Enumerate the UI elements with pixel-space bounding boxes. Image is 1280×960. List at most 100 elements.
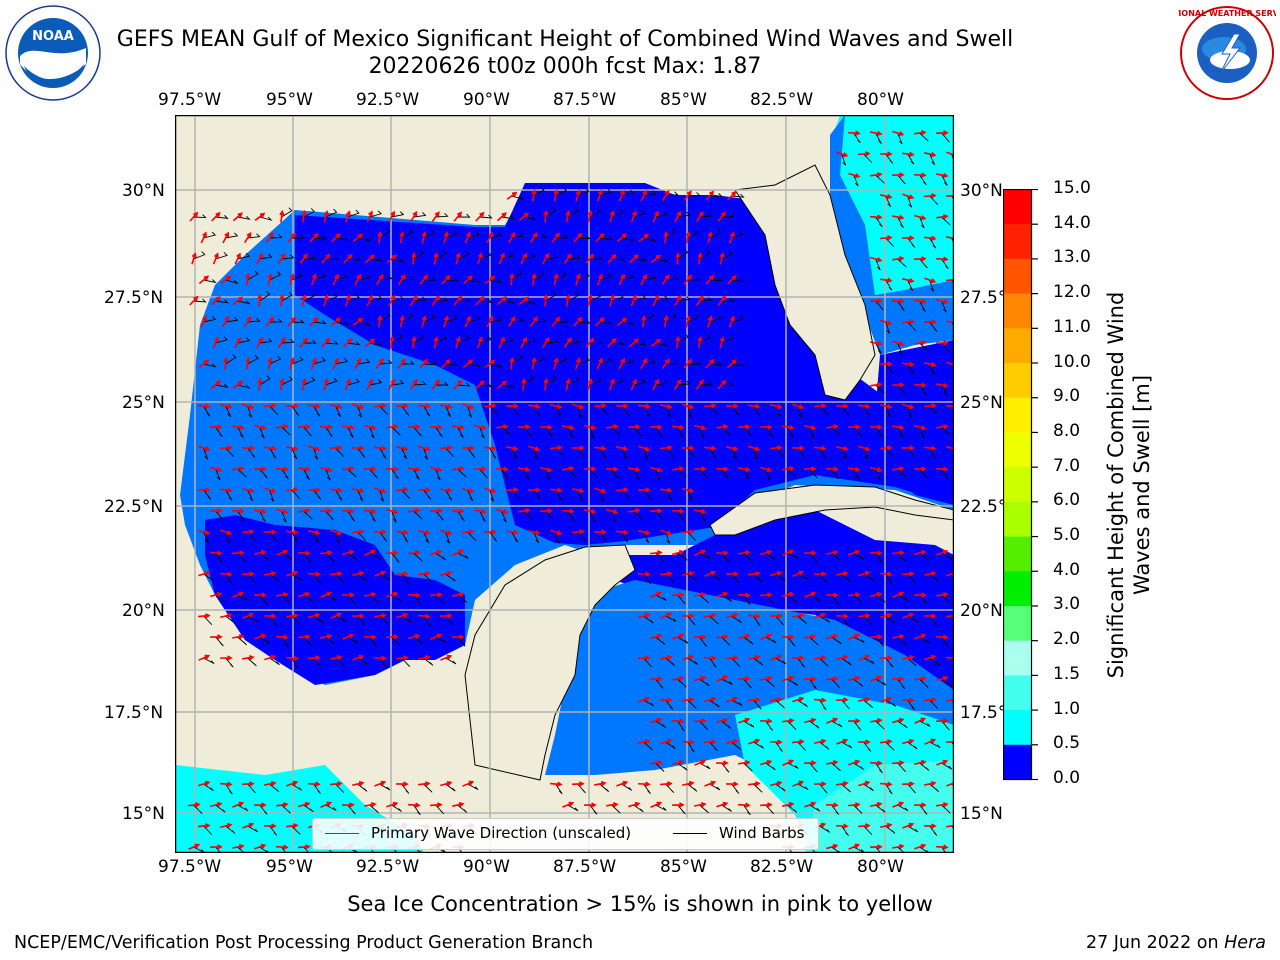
wave-arrow bbox=[770, 780, 783, 787]
wind-barb bbox=[907, 573, 916, 584]
wave-arrow bbox=[518, 466, 531, 472]
wave-arrow bbox=[628, 424, 641, 430]
wave-arrow bbox=[814, 571, 827, 577]
wave-arrow bbox=[289, 273, 295, 286]
wind-barb bbox=[401, 447, 408, 460]
wave-arrow bbox=[616, 233, 628, 243]
wave-arrow bbox=[198, 823, 211, 829]
wave-arrow bbox=[792, 780, 805, 787]
wave-arrow bbox=[924, 823, 937, 829]
wave-arrow bbox=[870, 298, 883, 304]
wind-barb bbox=[325, 377, 338, 386]
wave-arrow bbox=[232, 424, 245, 430]
wave-arrow bbox=[276, 634, 289, 640]
wave-arrow bbox=[902, 612, 915, 619]
wind-barb bbox=[599, 188, 612, 197]
wave-arrow bbox=[738, 676, 751, 682]
wave-arrow bbox=[892, 424, 905, 430]
colorbar-block bbox=[1003, 432, 1032, 468]
wave-arrow bbox=[902, 193, 915, 200]
wave-arrow bbox=[496, 508, 509, 515]
caribbean-wave-band-1-5-2-0 bbox=[805, 760, 954, 853]
wind-barb bbox=[885, 783, 893, 795]
wind-barb bbox=[721, 720, 732, 729]
wave-arrow bbox=[430, 549, 443, 556]
wind-barb bbox=[215, 426, 223, 438]
wave-arrow bbox=[880, 822, 893, 829]
wind-barb bbox=[941, 720, 950, 731]
wind-barb bbox=[721, 804, 732, 812]
lat-tick-left-30: 30°N bbox=[122, 181, 165, 201]
wind-barb bbox=[247, 825, 259, 833]
wave-arrow bbox=[892, 591, 905, 598]
wind-barb bbox=[841, 699, 850, 710]
wind-barb bbox=[699, 552, 711, 560]
wave-arrow bbox=[695, 295, 704, 306]
wave-arrow bbox=[726, 738, 739, 745]
wave-arrow bbox=[531, 188, 537, 202]
wave-arrow bbox=[717, 211, 726, 222]
wind-barb bbox=[567, 468, 577, 478]
wave-arrow bbox=[606, 466, 619, 472]
wave-arrow bbox=[902, 277, 915, 284]
wind-barb bbox=[291, 235, 305, 239]
wave-arrow bbox=[242, 445, 255, 451]
wave-arrow bbox=[497, 212, 507, 222]
wind-barb bbox=[743, 720, 755, 728]
wave-arrow bbox=[652, 294, 659, 307]
wave-arrow bbox=[396, 487, 409, 493]
wave-arrow bbox=[309, 232, 319, 243]
wind-barb bbox=[215, 336, 229, 344]
wind-barb bbox=[269, 318, 283, 323]
wind-barb bbox=[929, 699, 939, 709]
wind-barb bbox=[709, 573, 721, 581]
wind-barb bbox=[743, 804, 751, 816]
wind-barb bbox=[347, 552, 358, 561]
wind-barb bbox=[269, 573, 280, 583]
wind-barb bbox=[533, 447, 539, 460]
wind-barb bbox=[379, 573, 391, 581]
legend-wave-direction: Primary Wave Direction (unscaled) bbox=[325, 824, 631, 842]
wind-barb bbox=[533, 233, 547, 239]
wind-barb bbox=[875, 678, 887, 686]
wave-arrow bbox=[277, 252, 286, 265]
wave-arrow bbox=[672, 549, 685, 556]
wave-arrow bbox=[232, 591, 245, 598]
wind-barb bbox=[677, 333, 689, 344]
wave-arrow bbox=[748, 738, 761, 745]
wind-barb bbox=[687, 276, 701, 281]
wind-barb bbox=[215, 594, 226, 603]
wind-barb bbox=[709, 361, 723, 366]
wind-barb bbox=[611, 468, 619, 480]
wave-arrow bbox=[396, 403, 409, 409]
lon-tick-top-92-5: 92.5°W bbox=[356, 90, 420, 110]
wind-barb bbox=[259, 552, 270, 561]
wave-arrow bbox=[738, 424, 751, 430]
wind-barb bbox=[589, 426, 595, 439]
wave-arrow bbox=[264, 613, 277, 619]
wind-barb bbox=[457, 213, 471, 218]
wind-barb bbox=[347, 426, 354, 438]
wave-arrow bbox=[529, 232, 538, 244]
wave-arrow bbox=[531, 272, 537, 286]
wave-arrow bbox=[914, 592, 927, 598]
lon-tick-bottom-80: 80°W bbox=[857, 857, 904, 877]
wind-barb bbox=[853, 552, 864, 560]
wave-arrow bbox=[936, 759, 949, 766]
wind-barb bbox=[225, 316, 239, 323]
wind-barb bbox=[379, 657, 387, 669]
wave-arrow bbox=[364, 634, 377, 640]
wave-arrow bbox=[286, 445, 299, 452]
wave-arrow bbox=[814, 403, 827, 409]
wave-arrow bbox=[279, 209, 285, 223]
wind-barb bbox=[687, 447, 696, 458]
wave-arrow bbox=[661, 274, 670, 286]
wave-arrow bbox=[924, 151, 937, 158]
cuba-land bbox=[709, 484, 954, 536]
wave-arrow bbox=[496, 424, 509, 430]
wave-arrow bbox=[880, 319, 893, 326]
wave-arrow bbox=[629, 254, 639, 264]
wave-arrow bbox=[870, 340, 883, 346]
wave-arrow bbox=[804, 717, 817, 724]
wave-arrow bbox=[595, 233, 605, 243]
